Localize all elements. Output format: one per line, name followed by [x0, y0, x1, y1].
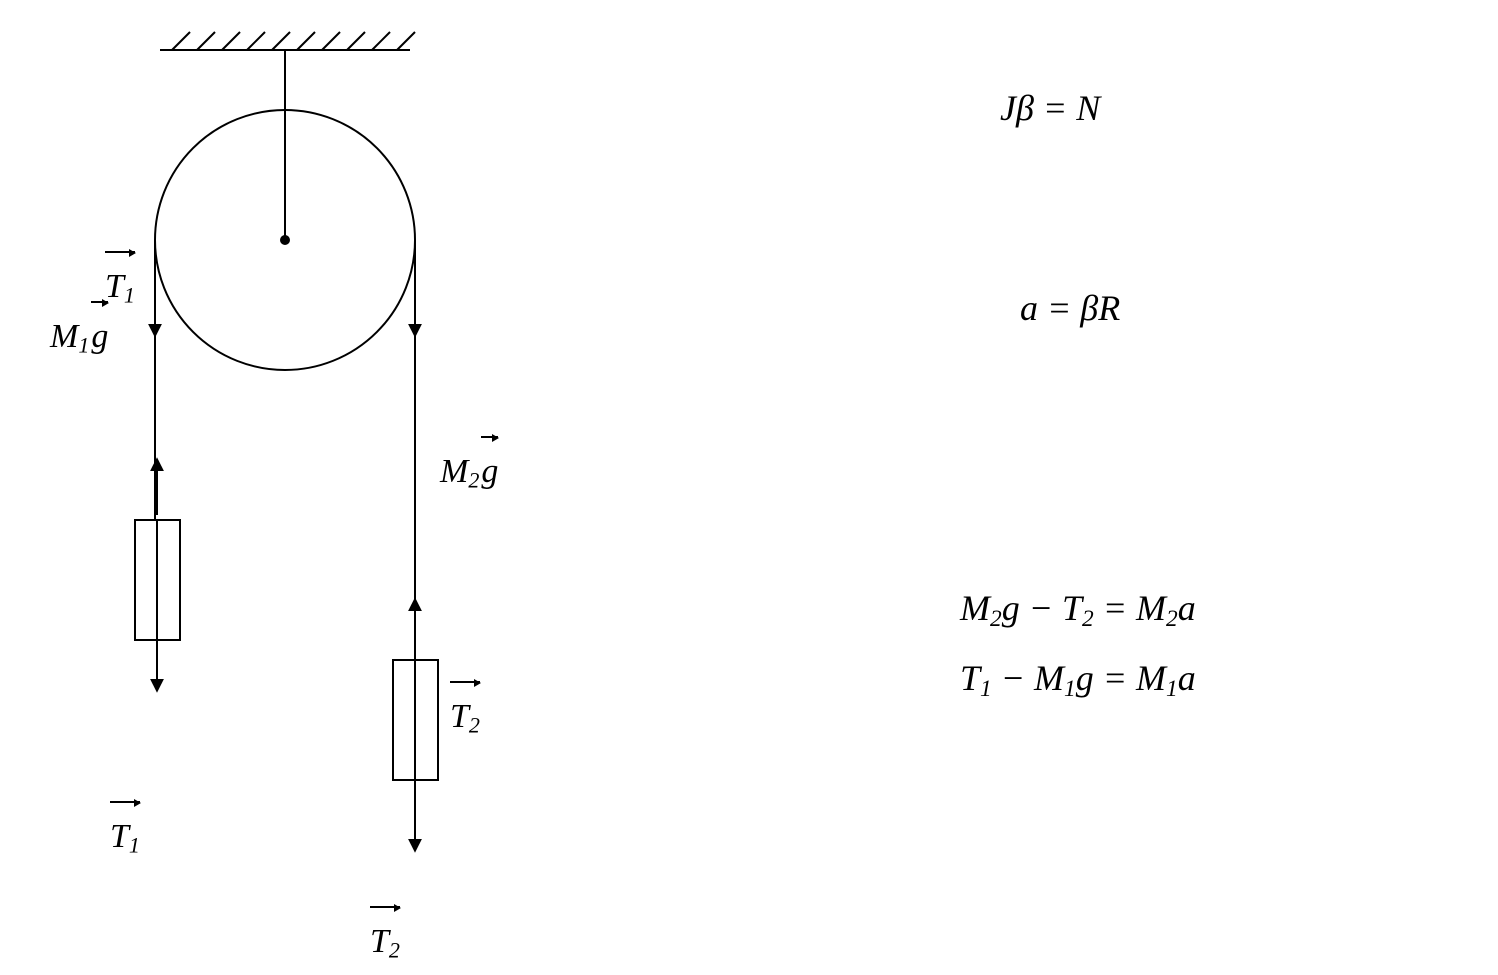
label-t1-top: T1	[105, 270, 135, 307]
equation-newton-mass1: T1 − M1g = M1a	[960, 660, 1196, 701]
pulley-diagram: T1 M1g M2g T2 T1 T2	[40, 20, 600, 975]
equation-rotational: Jβ = N	[1000, 90, 1100, 126]
label-t1-bottom: T1	[110, 820, 140, 857]
page-root: T1 M1g M2g T2 T1 T2 Jβ = N a = βR M2g − …	[0, 0, 1498, 973]
label-t2-bottom: T2	[370, 925, 400, 962]
label-t2-by-mass: T2	[450, 700, 480, 737]
label-m2g: M2g	[440, 455, 498, 492]
ceiling-hatching	[172, 32, 415, 50]
pulley-axle-dot	[281, 236, 289, 244]
equation-newton-mass2: M2g − T2 = M2a	[960, 590, 1196, 631]
equation-kinematic-constraint: a = βR	[1020, 290, 1120, 326]
label-m1g: M1g	[50, 320, 108, 357]
